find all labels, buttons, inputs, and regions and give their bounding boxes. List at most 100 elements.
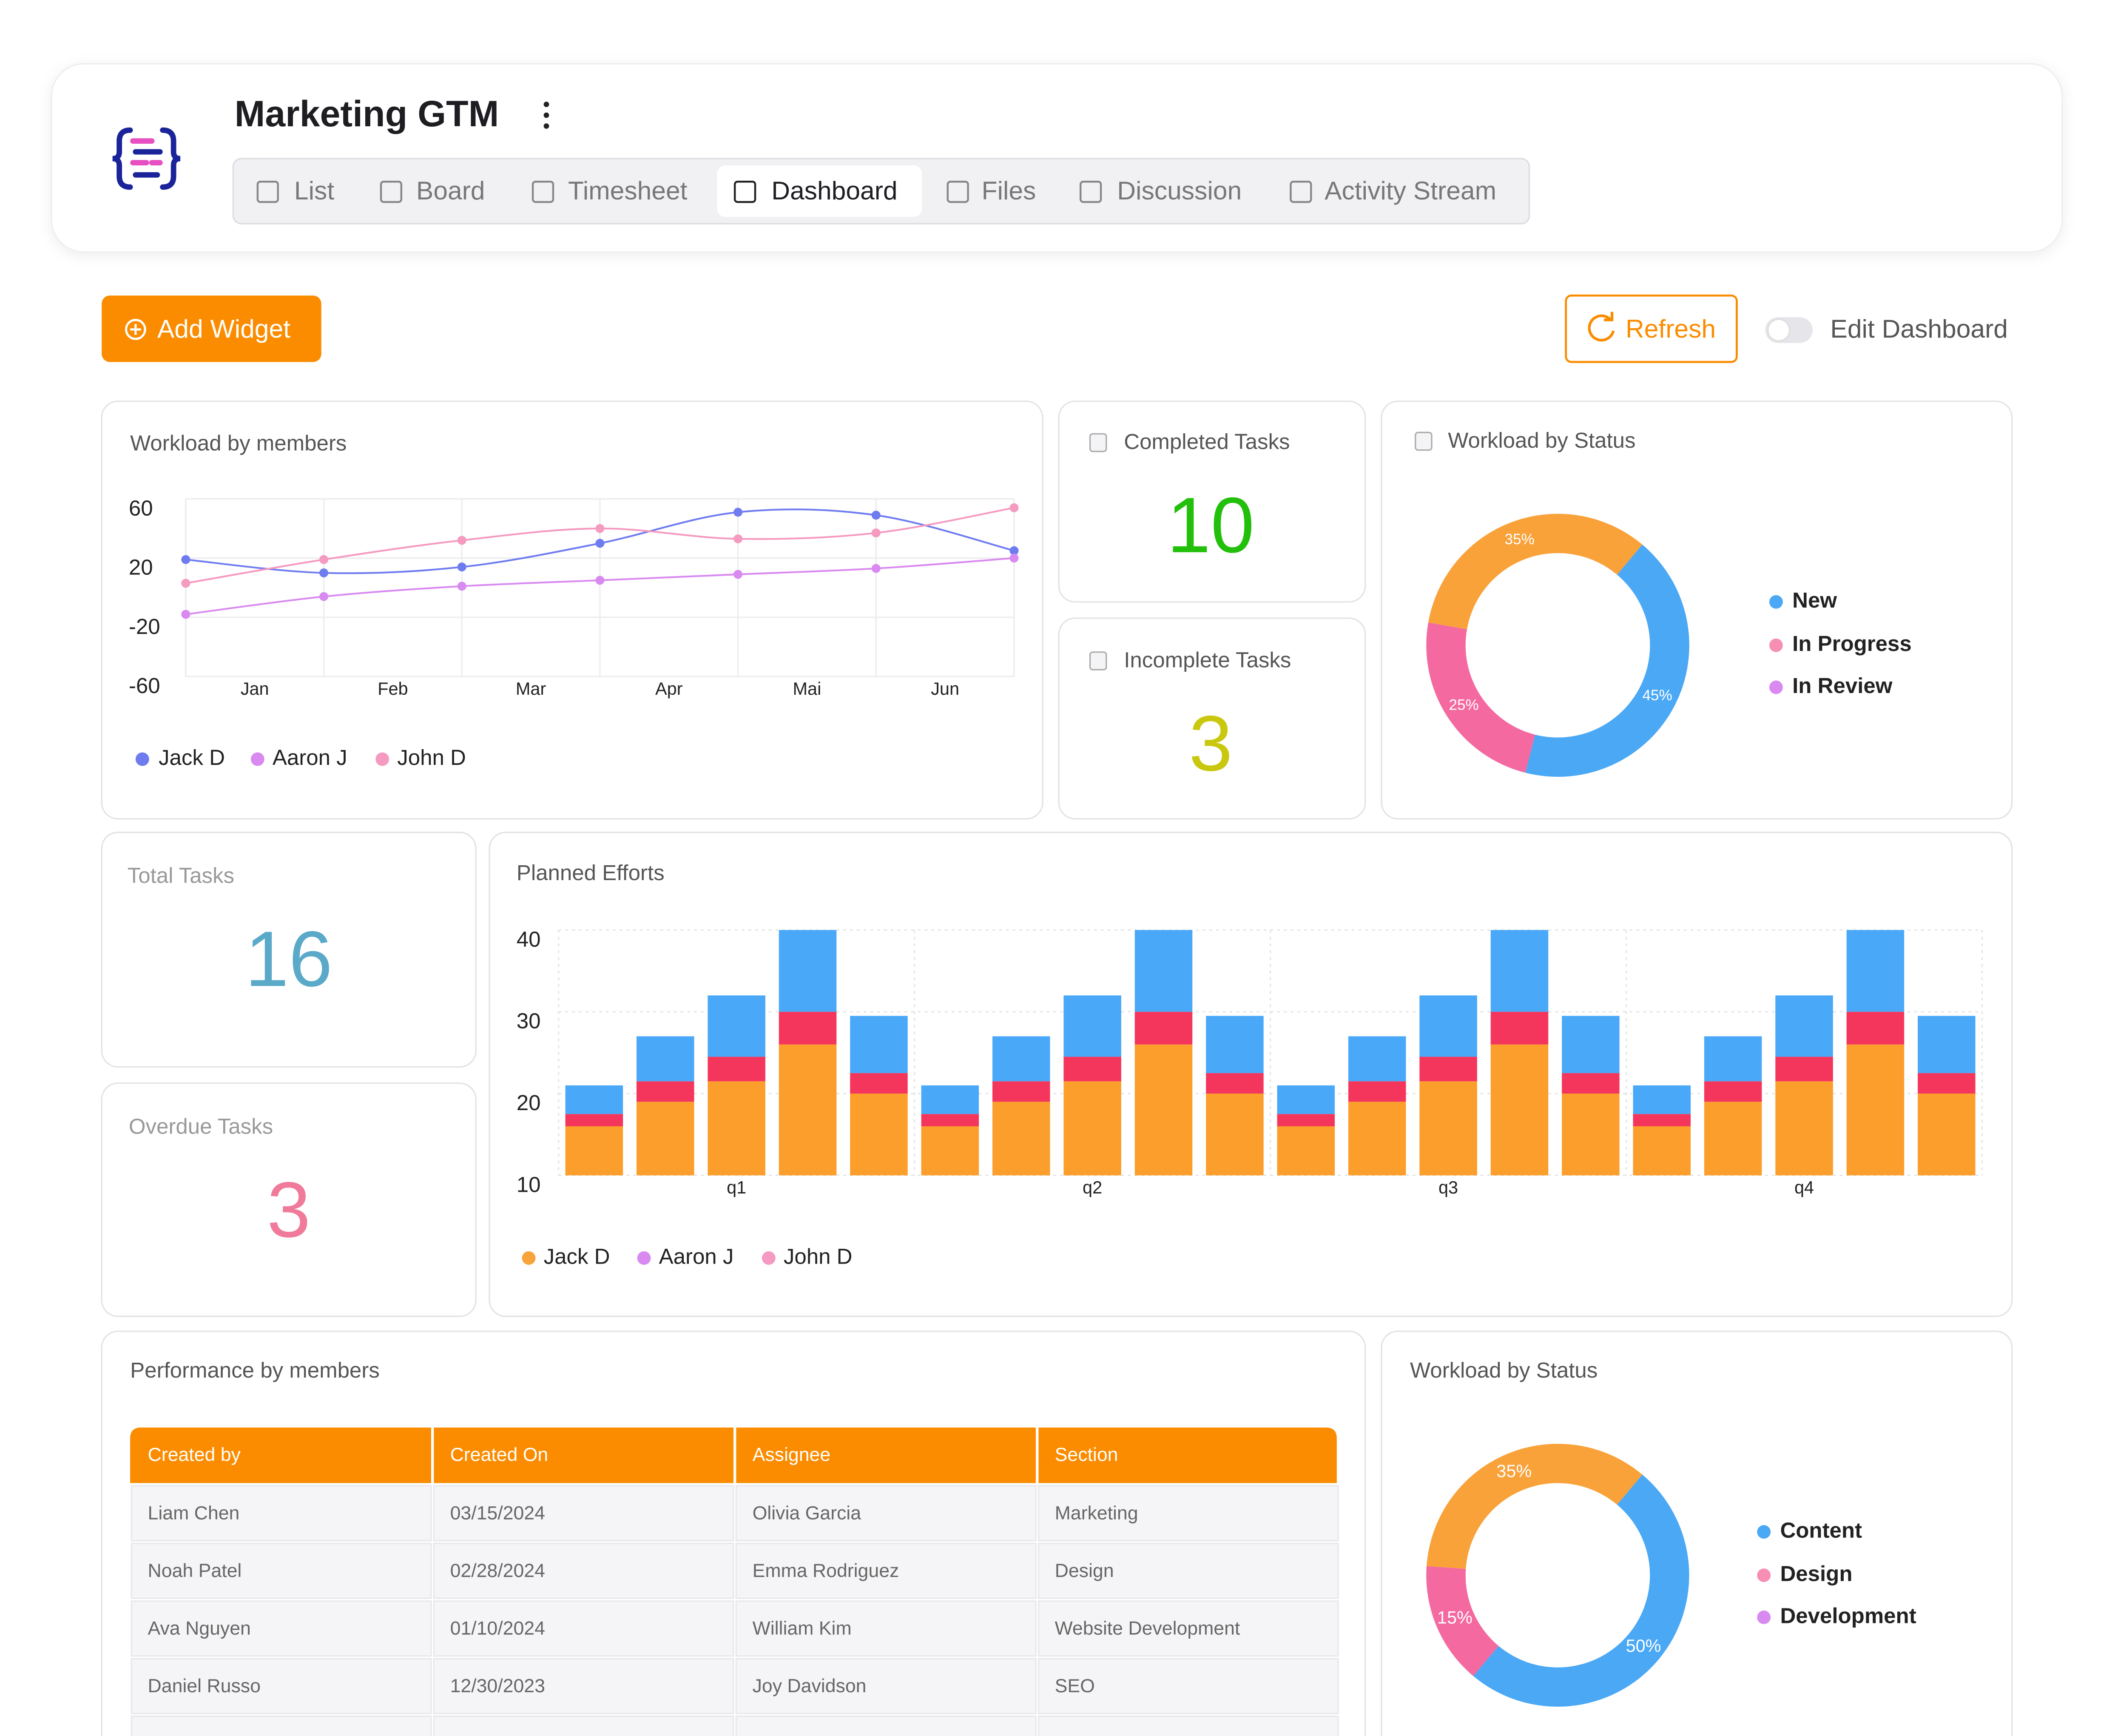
bar-segment (1562, 1073, 1620, 1094)
card (1058, 401, 1366, 603)
point (733, 570, 743, 579)
point (457, 582, 466, 591)
tab[interactable]: Board (416, 176, 485, 205)
card (101, 1082, 477, 1317)
legend-label: New (1792, 588, 1837, 612)
refresh-label: Refresh (1626, 314, 1716, 343)
stat-value: 3 (267, 1166, 311, 1254)
point (1009, 554, 1019, 563)
table-cell (433, 1658, 734, 1714)
refresh-icon (1603, 312, 1614, 321)
add-widget-button[interactable] (102, 295, 321, 362)
table-cell (1038, 1658, 1339, 1714)
x-tick-label: Mai (793, 679, 822, 699)
widget-title: Performance by members (130, 1358, 380, 1382)
bar-segment (1846, 1044, 1905, 1176)
table-cell-text: Marketing (1055, 1503, 1138, 1523)
table-cell (735, 1600, 1037, 1657)
legend-label: In Review (1792, 673, 1893, 698)
bar-segment (1704, 1036, 1762, 1082)
y-tick-label: 30 (517, 1009, 541, 1033)
table-cell (433, 1600, 734, 1657)
bar-segment (1775, 1057, 1833, 1082)
widget-title: Overdue Tasks (129, 1114, 273, 1138)
tab-icon (1290, 181, 1312, 203)
table-cell (1038, 1485, 1339, 1542)
tab-icon (256, 181, 279, 203)
kebab-menu[interactable] (543, 102, 549, 129)
bar-segment (1633, 1126, 1691, 1176)
plus-icon (130, 324, 141, 335)
column-header: Created by (148, 1444, 241, 1465)
bar-segment (1918, 1016, 1976, 1073)
bar-segment (1348, 1102, 1406, 1176)
bar-segment (1206, 1073, 1264, 1094)
bar-segment (850, 1094, 908, 1176)
point (319, 568, 329, 577)
active-tab (717, 165, 922, 217)
y-tick-label: -20 (129, 614, 160, 639)
legend-dot (375, 752, 389, 766)
bar-segment (1419, 1057, 1477, 1082)
y-tick-label: 10 (517, 1172, 541, 1196)
bar-segment (992, 1102, 1050, 1176)
y-tick-label: 20 (517, 1091, 541, 1115)
bar-segment (1490, 1044, 1549, 1176)
donut-segment (1426, 622, 1535, 773)
x-tick-label: Feb (378, 679, 408, 699)
bar-segment (565, 1126, 623, 1176)
segment-label: 25% (1449, 697, 1478, 713)
column-header: Section (1055, 1444, 1118, 1465)
edit-dashboard-label: Edit Dashboard (1830, 314, 2008, 343)
segment-label: 15% (1437, 1608, 1473, 1628)
legend-label: Development (1780, 1603, 1916, 1628)
legend-dot (135, 752, 149, 766)
card (101, 401, 1043, 820)
bar-segment (992, 1081, 1050, 1102)
table-cell-text: Olivia Garcia (753, 1503, 861, 1523)
tab[interactable]: List (294, 176, 334, 205)
table-cell-text: SEO (1055, 1676, 1095, 1696)
tab[interactable]: Files (981, 176, 1036, 205)
bar-segment (1277, 1114, 1335, 1126)
widget-title: Workload by Status (1448, 428, 1635, 452)
tab[interactable]: Discussion (1117, 176, 1242, 205)
bar-segment (708, 1057, 765, 1082)
bar-segment (1348, 1081, 1406, 1102)
bar-segment (1277, 1126, 1335, 1176)
table-cell-text: Noah Patel (148, 1560, 242, 1581)
table-cell (131, 1658, 432, 1714)
segment-label: 45% (1643, 687, 1672, 704)
table-cell-text: Ava Nguyen (148, 1618, 251, 1639)
table-cell (735, 1716, 1037, 1736)
table-cell-text: 12/30/2023 (450, 1676, 545, 1696)
legend-dot (1769, 680, 1783, 694)
bar-segment (1846, 930, 1905, 1012)
point (1009, 546, 1019, 555)
bar-segment (1134, 1044, 1193, 1176)
bar-segment (1277, 1085, 1335, 1114)
point (1009, 503, 1019, 512)
refresh-button[interactable] (1565, 294, 1738, 363)
tab-icon (532, 181, 554, 203)
tab[interactable]: Activity Stream (1325, 176, 1496, 205)
tab[interactable]: Dashboard (771, 176, 897, 205)
x-tick-label: Jun (931, 679, 959, 699)
bar-segment (1918, 1094, 1976, 1176)
table-cell-text: Emma Rodriguez (753, 1560, 899, 1581)
logo (112, 127, 181, 190)
x-tick-label: q1 (727, 1177, 746, 1197)
legend-dot (522, 1251, 536, 1265)
stat-value: 3 (1189, 700, 1233, 787)
column-header: Created On (450, 1444, 549, 1465)
point (871, 511, 881, 520)
x-tick-label: Jan (241, 679, 269, 699)
bar-segment (1063, 1057, 1121, 1082)
y-tick-label: 20 (129, 555, 153, 580)
segment-label: 50% (1626, 1636, 1661, 1656)
tab[interactable]: Timesheet (568, 176, 688, 205)
legend-dot (762, 1251, 776, 1265)
legend-label: Aaron J (659, 1244, 734, 1268)
bar-segment (1134, 1011, 1193, 1045)
widget-title: Completed Tasks (1124, 429, 1290, 454)
